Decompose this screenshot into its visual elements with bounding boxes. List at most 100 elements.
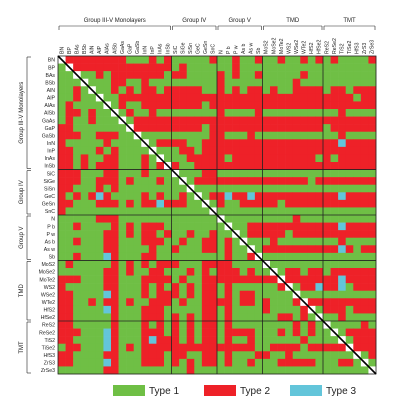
heatmap-cell [186,124,195,133]
heatmap-cell [133,139,142,148]
heatmap-cell [345,298,354,307]
heatmap-cell [111,215,119,223]
heatmap-cell [353,230,362,239]
heatmap-cell [368,321,377,329]
legend-label: Type 2 [240,386,270,397]
heatmap-cell [88,154,97,163]
heatmap-cell [80,275,89,284]
heatmap-cell [232,131,241,140]
heatmap-cell [73,343,82,352]
heatmap-cell [239,101,248,110]
heatmap-cell [141,351,150,360]
heatmap-cell [277,321,286,329]
heatmap-cell [300,71,309,80]
heatmap-cell [270,321,278,329]
heatmap-cell [58,169,66,178]
heatmap-cell [111,245,119,254]
heatmap-cell [156,184,165,193]
heatmap-cell [217,184,225,193]
heatmap-cell [307,63,316,72]
heatmap-cell [126,177,135,186]
heatmap-cell [95,328,104,337]
heatmap-cell [58,139,66,148]
legend: Type 1 Type 2 Type 3 [113,385,356,397]
heatmap-cell [307,230,316,239]
heatmap-cell [360,215,369,223]
row-label: GeC [44,194,55,200]
heatmap-cell [254,207,263,216]
heatmap-cell [254,154,263,163]
heatmap-cell [148,222,157,231]
heatmap-cell [360,78,369,87]
heatmap-cell [232,184,241,193]
heatmap-cell [239,245,248,254]
heatmap-cell [239,351,248,360]
heatmap-cell [88,177,97,186]
heatmap-cell [186,260,195,269]
heatmap-cell [73,139,82,148]
heatmap-cell [239,78,248,87]
heatmap-cell [179,71,188,80]
heatmap-cell [368,290,377,299]
heatmap-cell [201,63,210,72]
heatmap-cell [164,237,172,246]
heatmap-cell [315,101,324,110]
heatmap-cell [360,268,369,276]
heatmap-cell [247,116,256,125]
heatmap-cell [247,268,256,276]
heatmap-cell [133,298,142,307]
heatmap-cell [345,101,354,110]
heatmap-cell [209,343,218,352]
heatmap-cell [148,86,157,95]
legend-label: Type 3 [326,386,356,397]
heatmap-cell [224,260,233,269]
heatmap-cell [277,184,286,193]
heatmap-cell [179,78,188,87]
column-group-header: TMD [286,18,300,24]
heatmap-cell [65,207,74,216]
heatmap-cell [156,207,165,216]
heatmap-cell [133,343,142,352]
heatmap-cell [330,116,339,125]
heatmap-cell [338,222,347,231]
heatmap-cell [277,290,286,299]
heatmap-cell [148,351,157,360]
heatmap-cell [186,298,195,307]
heatmap-cell [65,131,74,140]
heatmap-cell [323,192,331,201]
heatmap-cell [270,222,278,231]
heatmap-cell [111,86,119,95]
heatmap-cell [292,222,301,231]
heatmap-cell [88,237,97,246]
heatmap-cell [368,169,377,178]
heatmap-cell [307,252,316,261]
heatmap-cell [360,139,369,148]
heatmap-cell [353,116,362,125]
heatmap-cell [118,71,127,80]
heatmap-cell [232,305,241,314]
heatmap-cell [338,358,347,367]
heatmap-cell [133,237,142,246]
heatmap-cell [247,199,256,208]
heatmap-cell [338,124,347,133]
heatmap-cell [118,56,127,64]
heatmap-cell [80,93,89,102]
heatmap-cell [186,283,195,292]
heatmap-cell [239,154,248,163]
heatmap-cell [179,207,188,216]
heatmap-cell [330,351,339,360]
heatmap-cell [224,177,233,186]
heatmap-cell [217,290,225,299]
heatmap-cell [133,162,142,170]
heatmap-cell [285,86,294,95]
heatmap-cell [126,313,135,322]
heatmap-cell [88,199,97,208]
heatmap-cell [247,131,256,140]
row-label: GaAs [42,118,55,124]
heatmap-cell [323,245,331,254]
heatmap-cell [353,222,362,231]
heatmap-cell [232,328,241,337]
heatmap-cell [300,162,309,170]
heatmap-cell [164,358,172,367]
